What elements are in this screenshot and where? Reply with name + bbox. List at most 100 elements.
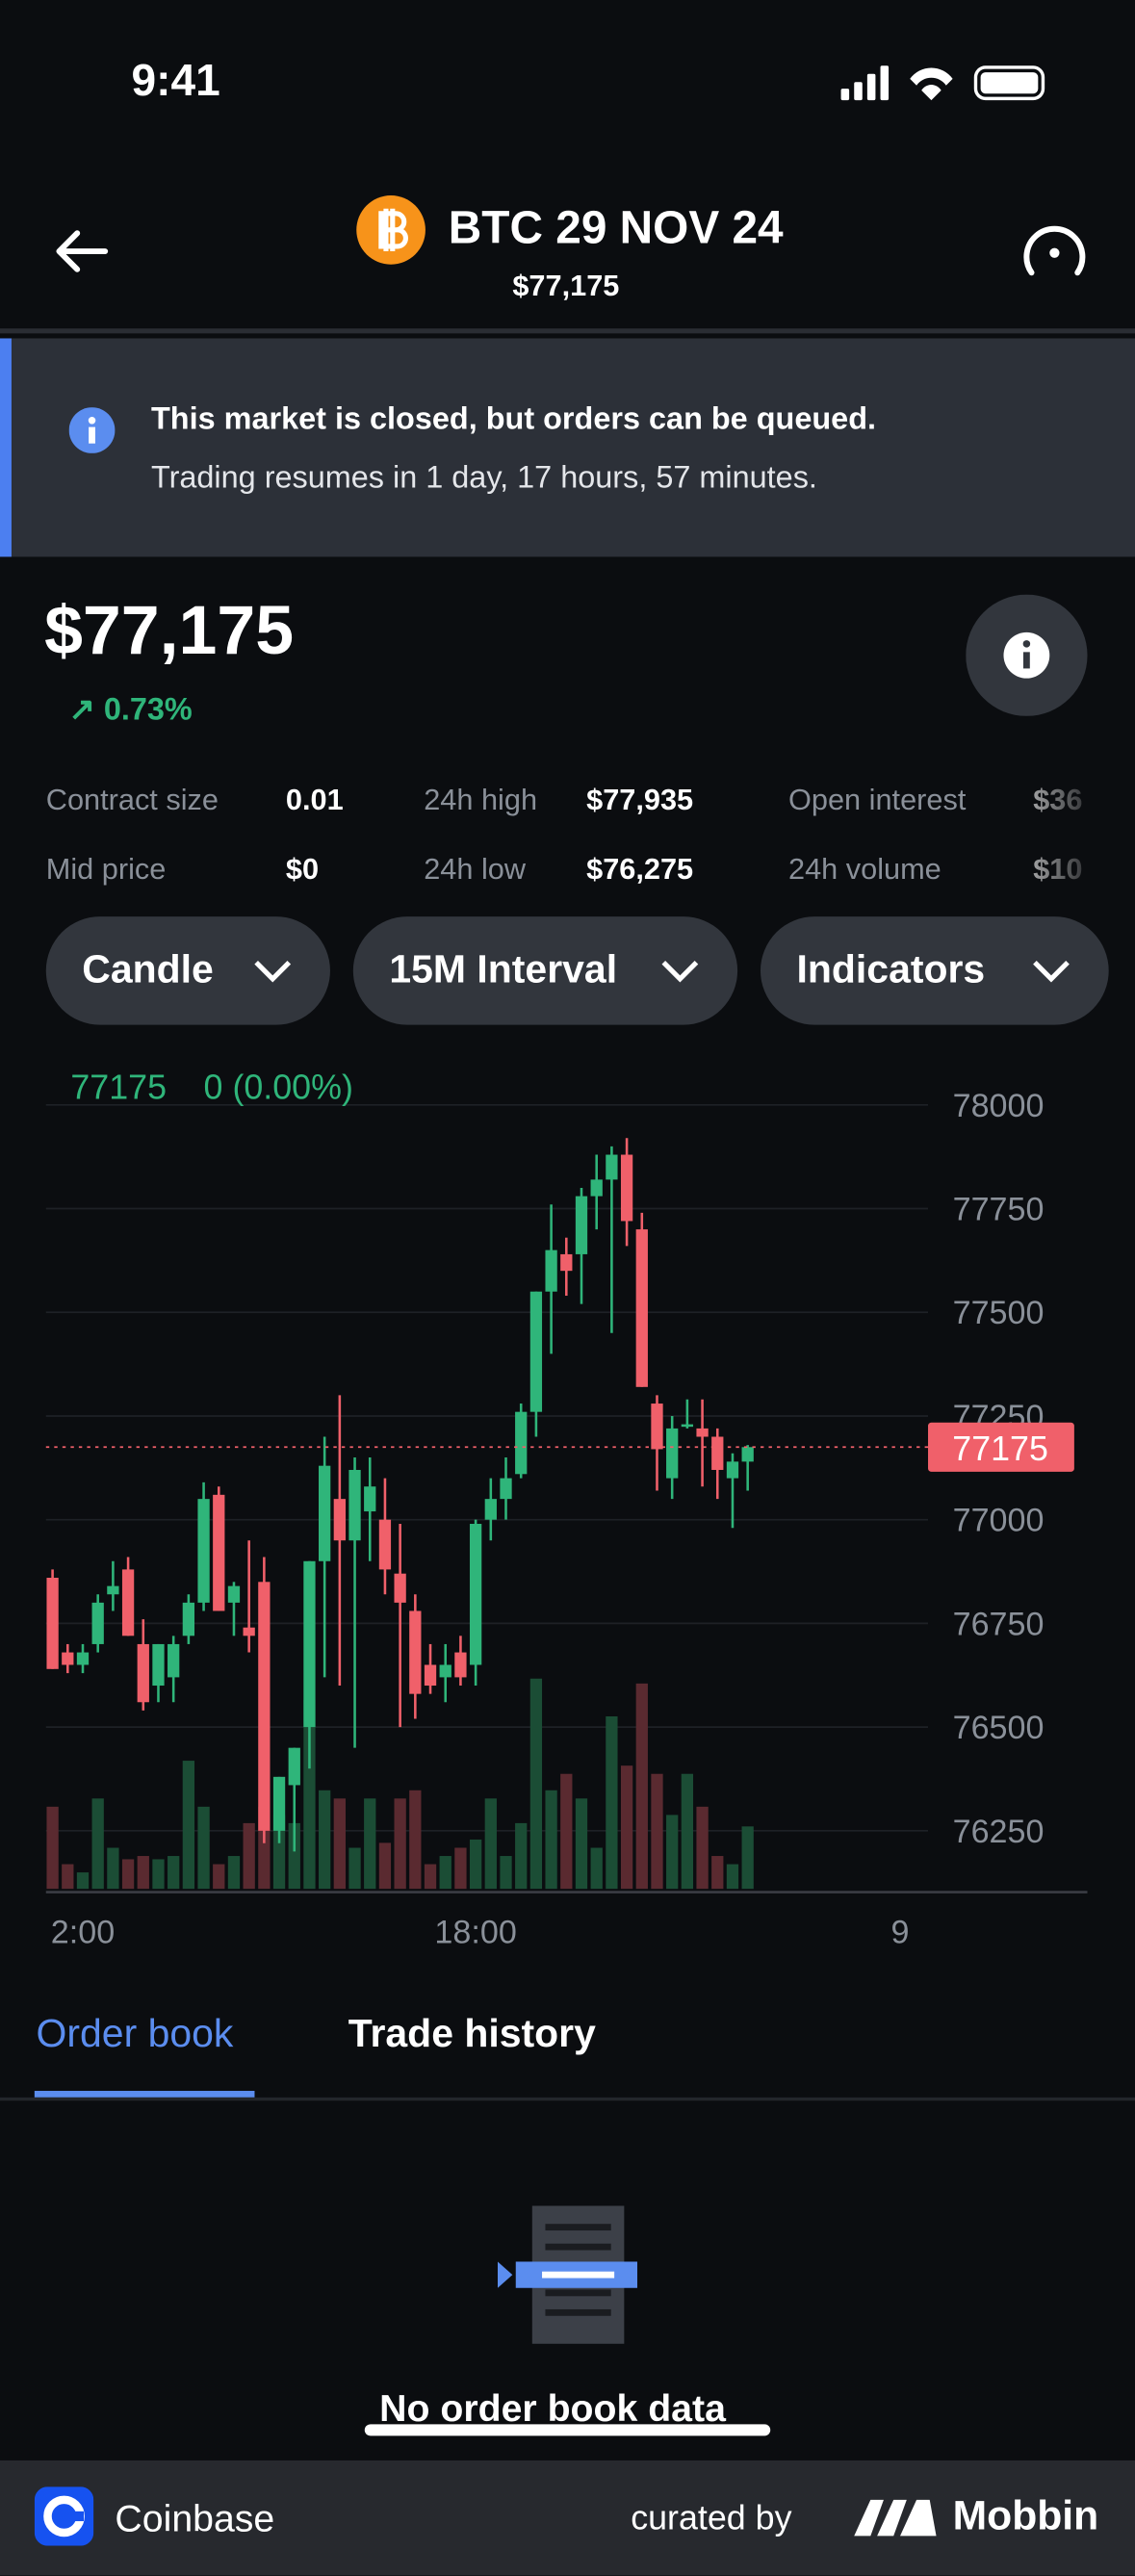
candle-body [529,1291,543,1412]
volume-bar [590,1847,603,1890]
stat-label: 24h high [424,783,538,816]
volume-bar [348,1847,361,1890]
volume-bar [62,1864,74,1890]
x-tick-label: 2:00 [51,1914,115,1950]
tab-indicator [34,2091,255,2098]
volume-bar [364,1798,376,1890]
button-label: 15M Interval [389,947,618,992]
chart: 7625076500767507700077250775007775078000… [45,1068,1088,1950]
candle-body [213,1494,225,1611]
back-button[interactable] [49,223,115,279]
volume-bar [197,1806,210,1890]
footer-brand: Coinbase [115,2496,275,2539]
volume-bar [168,1856,180,1890]
volume-bar [378,1842,392,1890]
volume-bar [484,1798,497,1890]
volume-bar [76,1872,90,1890]
tab[interactable]: Trade history [348,2012,596,2057]
volume-bar [666,1815,679,1890]
status-icons [840,65,1045,101]
ohlc-price: 77175 [70,1068,167,1106]
candle-body [107,1585,119,1595]
candle-body [76,1652,90,1665]
stat-label: 24h volume [787,852,942,886]
candle-body [726,1461,739,1479]
last-price-tag [928,1422,1074,1472]
candle-body [137,1643,149,1703]
candle-body [333,1499,346,1541]
candle-body [378,1519,392,1570]
volume-bar [696,1806,709,1890]
y-tick-label: 76500 [953,1710,1045,1746]
price: $77,175 [44,591,295,669]
volume-bar [107,1847,119,1890]
indicators-button[interactable]: Indicators [760,916,1109,1025]
candle-body [227,1585,241,1603]
candle-body [197,1499,210,1603]
candle-body [681,1424,694,1428]
candle-body [62,1652,74,1665]
candle-body [152,1643,165,1687]
volume-bar [227,1856,241,1890]
candle-body [303,1560,316,1728]
volume-bar [137,1856,149,1890]
volume-bar [681,1773,694,1890]
y-tick-label: 76250 [953,1814,1045,1850]
volume-bar [152,1859,165,1890]
stat-value: $76,275 [586,852,694,886]
candle-body [500,1478,512,1500]
chevron [1033,961,1070,983]
ohlc-change: 0 (0.00%) [204,1068,353,1106]
button-label: Indicators [796,947,986,992]
candle-body [348,1469,361,1541]
candle-body [469,1523,482,1665]
volume-bar [333,1798,346,1890]
volume-bar [182,1761,195,1890]
volume-bar [272,1815,286,1890]
candle-body [484,1499,497,1520]
header-title: BTC 29 NOV 24 [448,201,784,253]
y-tick-label: 77000 [953,1503,1045,1539]
button-label: Candle [82,947,214,992]
candle-body [515,1411,528,1475]
info-icon [68,407,116,453]
volume-bar [121,1859,135,1890]
candle-body [439,1664,451,1678]
candle-body [319,1465,331,1561]
candle-body [272,1776,286,1831]
volume-bar [213,1864,225,1890]
empty-icon [497,2205,638,2344]
last-price-label: 77175 [952,1430,1048,1468]
volume-bar [711,1856,724,1890]
volume-bar [529,1678,543,1890]
info-button[interactable] [966,594,1088,716]
candle-body [258,1582,271,1831]
footer-mobbin: Mobbin [952,2493,1099,2539]
candle-button[interactable]: Candle [45,916,330,1025]
volume-bar [454,1847,467,1890]
gauge-button[interactable] [1019,220,1091,286]
volume-bar [726,1864,739,1890]
stat-value: $77,935 [586,783,694,816]
banner-accent [0,338,12,557]
volume-bar [303,1699,316,1890]
volume-bar [606,1715,618,1890]
price-change: ↗ 0.73% [68,693,193,728]
coinbase-logo [34,2486,94,2546]
volume-bar [243,1822,255,1890]
interval-button[interactable]: 15M Interval [352,916,738,1025]
footer-curated: curated by [631,2499,792,2538]
volume-bar [91,1798,104,1890]
tab-active[interactable]: Order book [36,2012,234,2057]
candle-body [590,1179,603,1197]
stat-label: Open interest [787,783,967,816]
candle-body [741,1447,754,1462]
candle-body [182,1602,195,1636]
x-tick-label: 18:00 [434,1914,516,1950]
price-change-value: 0.73% [103,693,193,728]
volume-bar [515,1822,528,1890]
candle-body [545,1249,557,1292]
candle-body [364,1486,376,1512]
candle-body [666,1428,679,1479]
